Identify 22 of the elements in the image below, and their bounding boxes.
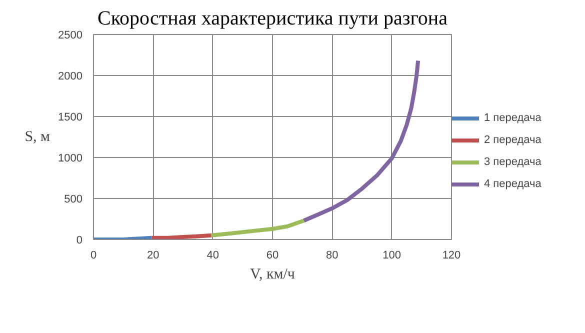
x-tick-label: 40	[206, 250, 219, 262]
y-tick-label: 1000	[58, 152, 83, 164]
y-tick-label: 1500	[58, 112, 83, 124]
x-tick-label: 0	[90, 250, 97, 262]
y-axis-title: S, м	[24, 129, 51, 145]
y-tick-label: 2000	[58, 70, 83, 82]
y-tick-label: 0	[76, 234, 83, 246]
chart-title: Скоростная характеристика пути разгона	[97, 8, 448, 30]
legend-label: 3 передача	[484, 156, 542, 168]
line-series	[302, 58, 420, 223]
y-tick-label: 500	[64, 194, 83, 206]
x-tick-label: 20	[147, 250, 160, 262]
legend-label: 4 передача	[484, 178, 542, 190]
legend-label: 2 передача	[484, 134, 542, 146]
x-tick-label: 80	[326, 250, 338, 262]
y-tick-label: 2500	[58, 30, 83, 42]
x-tick-label: 60	[266, 250, 279, 262]
x-axis-title: V, км/ч	[250, 266, 296, 282]
x-tick-label: 120	[442, 250, 461, 262]
x-tick-label: 100	[382, 250, 402, 262]
line-series	[209, 218, 306, 238]
legend-label: 1 передача	[484, 112, 542, 124]
